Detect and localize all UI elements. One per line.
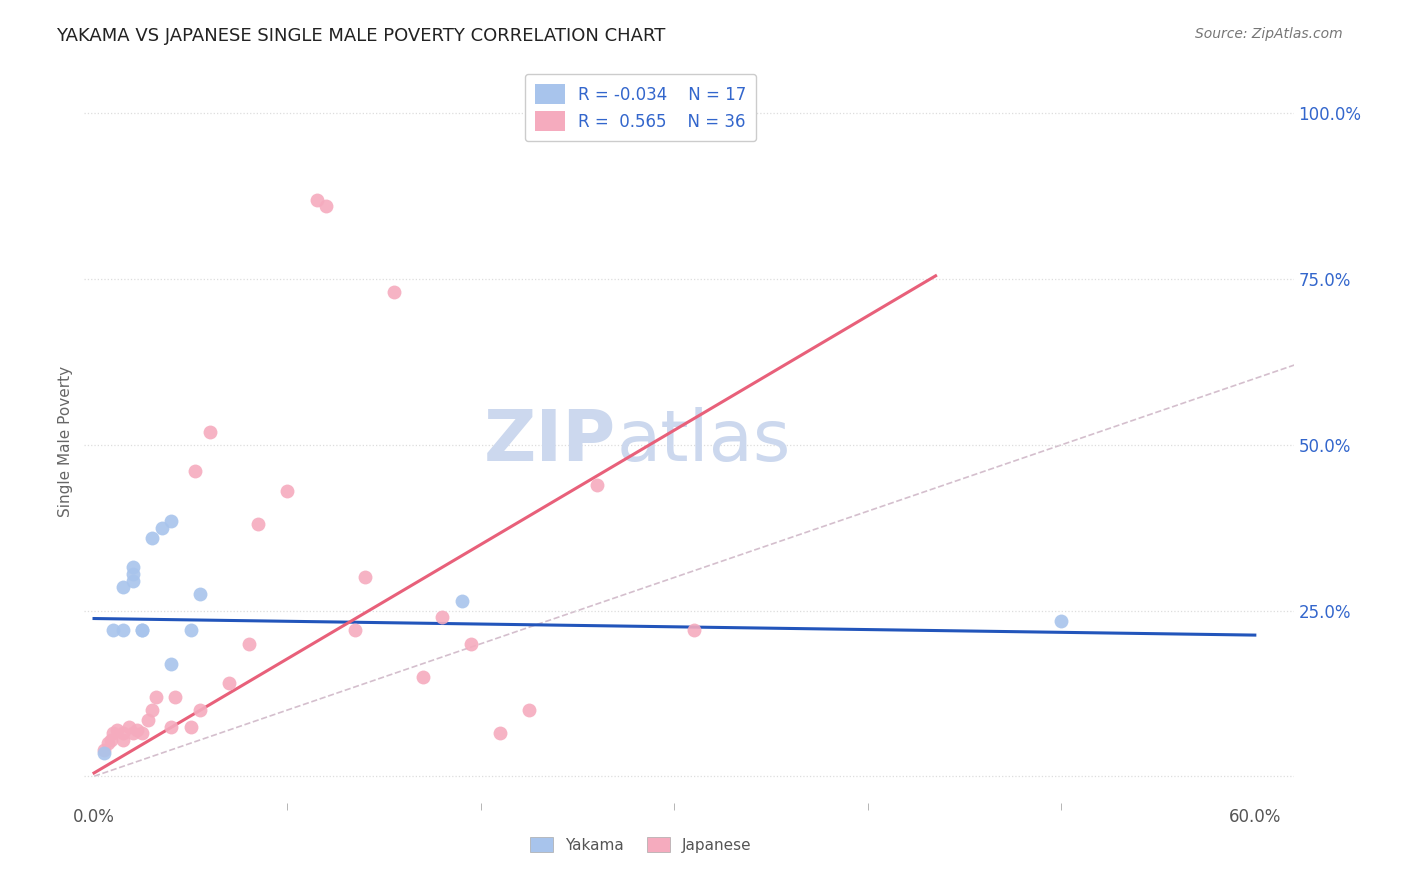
Point: [165, 690, 187, 704]
Point: [344, 624, 367, 638]
Point: [112, 624, 135, 638]
Point: [180, 624, 202, 638]
Text: Source: ZipAtlas.com: Source: ZipAtlas.com: [1195, 27, 1343, 41]
Point: [160, 657, 183, 671]
Point: [100, 732, 122, 747]
Text: ZIP: ZIP: [484, 407, 616, 476]
Point: [382, 285, 405, 300]
Point: [160, 514, 183, 528]
Point: [276, 484, 298, 499]
Point: [183, 464, 205, 478]
Point: [141, 703, 163, 717]
Point: [141, 531, 163, 545]
Point: [450, 593, 472, 607]
Point: [489, 726, 512, 740]
Point: [125, 723, 148, 737]
Point: [93, 743, 115, 757]
Point: [103, 726, 125, 740]
Point: [121, 726, 143, 740]
Y-axis label: Single Male Poverty: Single Male Poverty: [58, 366, 73, 517]
Point: [103, 624, 125, 638]
Point: [190, 587, 212, 601]
Point: [136, 713, 159, 727]
Text: YAKAMA VS JAPANESE SINGLE MALE POVERTY CORRELATION CHART: YAKAMA VS JAPANESE SINGLE MALE POVERTY C…: [56, 27, 665, 45]
Point: [238, 637, 260, 651]
Point: [218, 676, 240, 690]
Point: [247, 517, 270, 532]
Point: [105, 723, 128, 737]
Point: [150, 521, 173, 535]
Point: [121, 567, 143, 582]
Text: atlas: atlas: [616, 407, 790, 476]
Point: [131, 726, 153, 740]
Point: [198, 425, 221, 439]
Point: [682, 624, 704, 638]
Legend: Yakama, Japanese: Yakama, Japanese: [522, 829, 759, 860]
Point: [112, 732, 135, 747]
Point: [131, 624, 153, 638]
Point: [1050, 614, 1073, 628]
Point: [112, 726, 135, 740]
Point: [121, 574, 143, 588]
Point: [354, 570, 377, 584]
Point: [112, 580, 135, 594]
Point: [517, 703, 540, 717]
Point: [145, 690, 167, 704]
Point: [190, 703, 212, 717]
Point: [160, 720, 183, 734]
Point: [432, 610, 454, 624]
Point: [93, 746, 115, 760]
Point: [97, 736, 120, 750]
Point: [121, 560, 143, 574]
Point: [315, 199, 337, 213]
Point: [460, 637, 482, 651]
Point: [118, 720, 141, 734]
Point: [180, 720, 202, 734]
Point: [586, 477, 609, 491]
Point: [305, 193, 328, 207]
Point: [412, 670, 434, 684]
Point: [131, 624, 153, 638]
